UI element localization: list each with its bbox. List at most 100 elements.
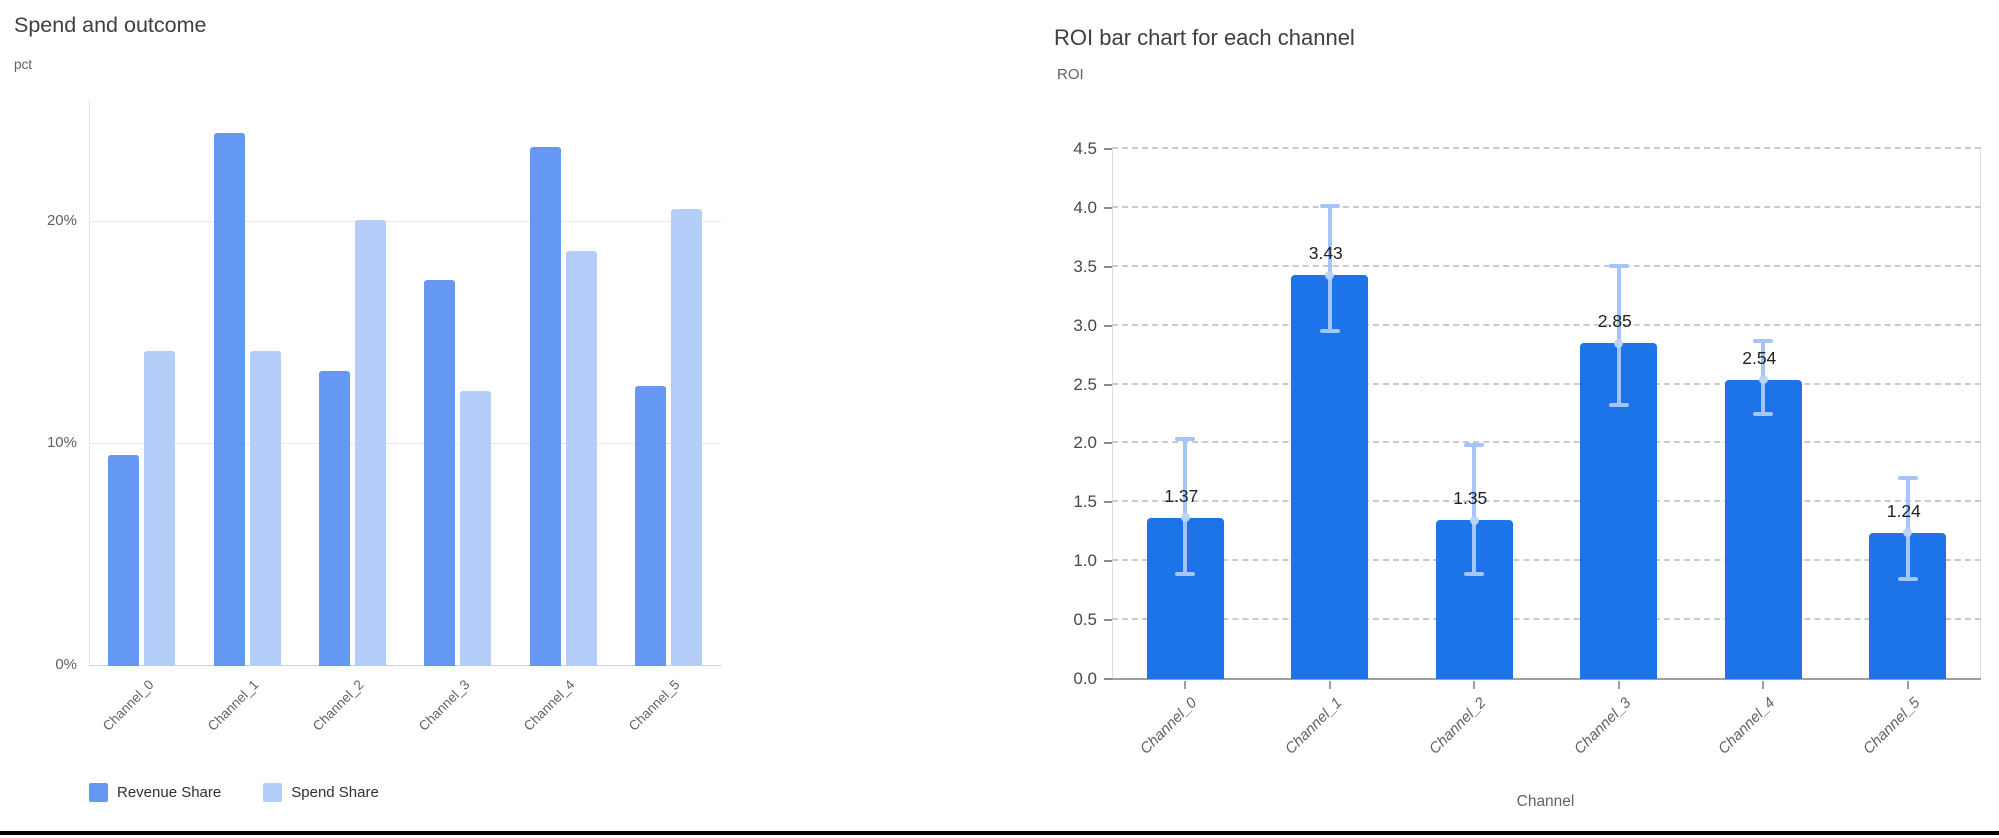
y-tick-label: 20% — [46, 212, 77, 230]
y-tick-label: 4.0 — [1073, 197, 1097, 217]
spend-chart-title: Spend and outcome — [14, 13, 207, 37]
roi-chart-title: ROI bar chart for each channel — [1054, 25, 1355, 50]
error-cap-bottom-Channel_2 — [1464, 572, 1485, 577]
gridline-3.5 — [1112, 264, 1981, 267]
value-label-Channel_4: 2.54 — [1742, 347, 1777, 368]
x-tick-label-Channel_0: Channel_0 — [99, 677, 157, 734]
error-cap-top-Channel_3 — [1608, 263, 1629, 268]
bar-revenue-share-Channel_3 — [424, 279, 456, 666]
error-cap-bottom-Channel_5 — [1897, 577, 1918, 582]
legend-label: Revenue Share — [117, 784, 222, 801]
x-tick-label-Channel_3: Channel_3 — [1570, 694, 1635, 758]
y-tick-mark — [1104, 442, 1112, 445]
y-axis-line — [89, 100, 90, 666]
error-marker-Channel_1 — [1325, 270, 1335, 280]
error-bar-Channel_1 — [1327, 205, 1332, 332]
spend-chart-plot-area: 20% 10% 0% Channel_0 Channel_1 Channel_2 Chann… — [47, 100, 721, 734]
gridline-4.0 — [1112, 205, 1981, 208]
gridline-1.5 — [1112, 500, 1981, 503]
x-tick-label-Channel_2: Channel_2 — [1426, 694, 1490, 758]
error-bar-Channel_3 — [1616, 265, 1621, 406]
error-marker-Channel_3 — [1614, 338, 1624, 348]
error-marker-Channel_2 — [1469, 515, 1479, 525]
value-label-Channel_3: 2.85 — [1597, 311, 1632, 332]
x-tick-label-Channel_0: Channel_0 — [1137, 694, 1201, 758]
error-cap-top-Channel_2 — [1464, 442, 1485, 447]
gridline-3.0 — [1112, 323, 1981, 326]
y-tick-label: 0.0 — [1073, 669, 1097, 688]
y-tick-mark — [1104, 501, 1112, 504]
bar-spend-share-Channel_2 — [354, 219, 386, 666]
error-marker-Channel_0 — [1180, 513, 1190, 523]
y-tick-label: 3.0 — [1073, 315, 1097, 335]
error-cap-top-Channel_1 — [1319, 203, 1340, 208]
x-tick-label-Channel_2: Channel_2 — [310, 677, 367, 734]
bar-spend-share-Channel_1 — [249, 350, 281, 666]
gridline-4.5 — [1112, 147, 1981, 149]
bottom-divider — [0, 831, 1999, 835]
roi-chart: ROI bar chart for each channel ROI 0.0 0.… — [1040, 0, 1999, 831]
bar-revenue-share-Channel_5 — [634, 386, 666, 666]
y-tick-mark — [1104, 619, 1112, 622]
x-tick-label-Channel_5: Channel_5 — [626, 677, 683, 734]
value-label-Channel_1: 3.43 — [1308, 243, 1343, 264]
value-label-Channel_5: 1.24 — [1886, 500, 1921, 521]
x-tick-mark-Channel_0 — [1184, 681, 1187, 689]
spend-outcome-chart: Spend and outcome pct 20% 10% 0% Channel_0 C… — [0, 0, 760, 831]
legend-item-revenue-share: Revenue Share — [89, 783, 221, 802]
bar-Channel_4 — [1724, 379, 1802, 679]
error-cap-bottom-Channel_0 — [1175, 572, 1196, 577]
bar-spend-share-Channel_4 — [565, 250, 597, 666]
gridline-2.5 — [1112, 382, 1981, 385]
y-tick-label: 0.5 — [1073, 610, 1097, 630]
y-tick-mark — [1104, 324, 1112, 327]
y-tick-label: 2.0 — [1073, 433, 1097, 453]
error-cap-top-Channel_5 — [1897, 475, 1918, 480]
x-tick-label-Channel_1: Channel_1 — [204, 677, 262, 734]
value-label-Channel_0: 1.37 — [1164, 485, 1199, 506]
y-tick-mark — [1104, 560, 1112, 563]
bar-revenue-share-Channel_4 — [529, 146, 561, 666]
error-marker-Channel_4 — [1758, 375, 1768, 385]
error-marker-Channel_5 — [1903, 528, 1913, 538]
bar-spend-share-Channel_3 — [460, 390, 492, 666]
y-tick-mark — [1104, 383, 1112, 386]
error-cap-top-Channel_0 — [1175, 436, 1196, 441]
x-tick-label-Channel_3: Channel_3 — [415, 677, 473, 734]
x-tick-mark-Channel_2 — [1473, 681, 1476, 689]
gridline-0% — [89, 665, 721, 666]
error-cap-top-Channel_4 — [1753, 338, 1774, 343]
x-tick-label-Channel_1: Channel_1 — [1281, 694, 1346, 758]
y-tick-label: 2.5 — [1073, 374, 1097, 394]
x-tick-mark-Channel_5 — [1906, 681, 1909, 689]
bar-spend-share-Channel_5 — [670, 208, 702, 666]
y-tick-label: 0% — [55, 656, 77, 673]
bar-Channel_1 — [1291, 275, 1369, 679]
roi-chart-x-axis-title: Channel — [1516, 793, 1575, 810]
y-tick-label: 4.5 — [1073, 139, 1097, 158]
error-cap-bottom-Channel_3 — [1608, 402, 1629, 407]
gridline-10% — [89, 443, 721, 445]
legend-swatch — [263, 783, 283, 802]
x-tick-label-Channel_4: Channel_4 — [520, 677, 578, 734]
x-tick-label-Channel_4: Channel_4 — [1715, 694, 1779, 758]
y-tick-label: 10% — [46, 434, 77, 452]
roi-chart-y-unit-label: ROI — [1057, 66, 1084, 83]
gridline-0.5 — [1112, 618, 1981, 621]
x-tick-mark-Channel_1 — [1328, 681, 1331, 689]
bar-revenue-share-Channel_2 — [318, 370, 350, 666]
x-tick-label-Channel_5: Channel_5 — [1859, 694, 1924, 758]
y-tick-mark — [1104, 678, 1112, 680]
x-tick-mark-Channel_4 — [1762, 681, 1765, 689]
gridline-2.0 — [1112, 441, 1981, 444]
legend-swatch — [89, 783, 108, 802]
x-tick-mark-Channel_3 — [1617, 681, 1620, 689]
legend-item-spend-share: Spend Share — [263, 783, 379, 802]
bar-spend-share-Channel_0 — [144, 350, 176, 666]
error-bar-Channel_0 — [1183, 438, 1188, 576]
y-tick-label: 1.5 — [1073, 492, 1097, 512]
legend-label: Spend Share — [291, 784, 379, 801]
gridline-20% — [89, 221, 721, 223]
bar-revenue-share-Channel_1 — [213, 133, 245, 666]
